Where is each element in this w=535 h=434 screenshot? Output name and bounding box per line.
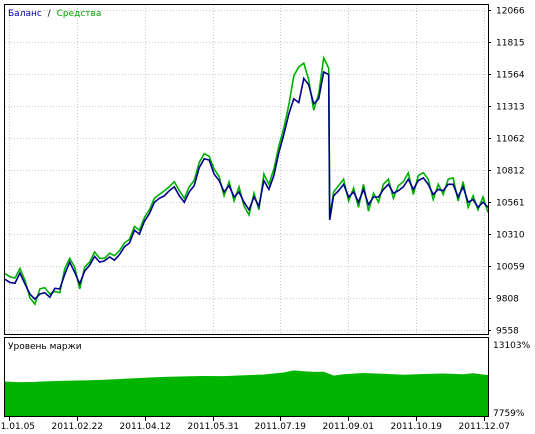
- main-ytick-label: 11313: [496, 103, 525, 113]
- margin-area: [4, 370, 489, 417]
- margin-panel-frame: [4, 337, 489, 417]
- main-ytick-label: 10059: [496, 263, 525, 273]
- main-grid: [5, 5, 488, 334]
- main-series: [4, 55, 489, 306]
- x-tick-label: 2011.10.19: [391, 422, 443, 432]
- margin-panel: Уровень маржи 13103% 7759%: [4, 337, 531, 419]
- legend-separator: /: [48, 9, 52, 19]
- main-ytick-label: 11564: [496, 71, 525, 81]
- main-ytick-label: 10561: [496, 199, 525, 209]
- main-ytick-label: 9558: [496, 327, 519, 337]
- main-ytick-label: 11815: [496, 39, 525, 49]
- margin-ytick-bottom: 7759%: [493, 409, 525, 419]
- x-axis: 2011.01.05 2011.02.22 2011.04.12 2011.05.31…: [0, 417, 510, 432]
- x-tick-label: 2011.01.05: [0, 422, 35, 432]
- margin-panel-title: Уровень маржи: [8, 342, 82, 352]
- main-ytick-label: 10812: [496, 167, 525, 177]
- balance-line: [4, 70, 489, 301]
- x-tick-label: 2011.04.12: [120, 422, 172, 432]
- main-ytick-label: 10310: [496, 231, 525, 241]
- main-ytick-label: 12066: [496, 7, 525, 17]
- main-ytick-label: 9808: [496, 295, 519, 305]
- main-panel-frame: [4, 4, 489, 335]
- legend-balance: Баланс: [8, 9, 42, 19]
- equity-line: [4, 55, 489, 306]
- main-panel: 9558 9808 10059 10310 10561 10812 11062 11313 11…: [4, 4, 525, 337]
- x-tick-label: 2011.07.19: [255, 422, 307, 432]
- margin-level-area: [4, 370, 489, 417]
- x-tick-label: 2011.05.31: [188, 422, 240, 432]
- x-tick-label: 2011.09.01: [323, 422, 375, 432]
- legend: Баланс / Средства: [8, 9, 101, 19]
- x-tick-label: 2011.12.07: [459, 422, 511, 432]
- x-tick-label: 2011.02.22: [52, 422, 104, 432]
- main-y-axis: 9558 9808 10059 10310 10561 10812 11062 11313 11…: [488, 7, 525, 337]
- main-ytick-label: 11062: [496, 135, 525, 145]
- margin-ytick-top: 13103%: [493, 341, 531, 351]
- legend-equity: Средства: [57, 9, 102, 19]
